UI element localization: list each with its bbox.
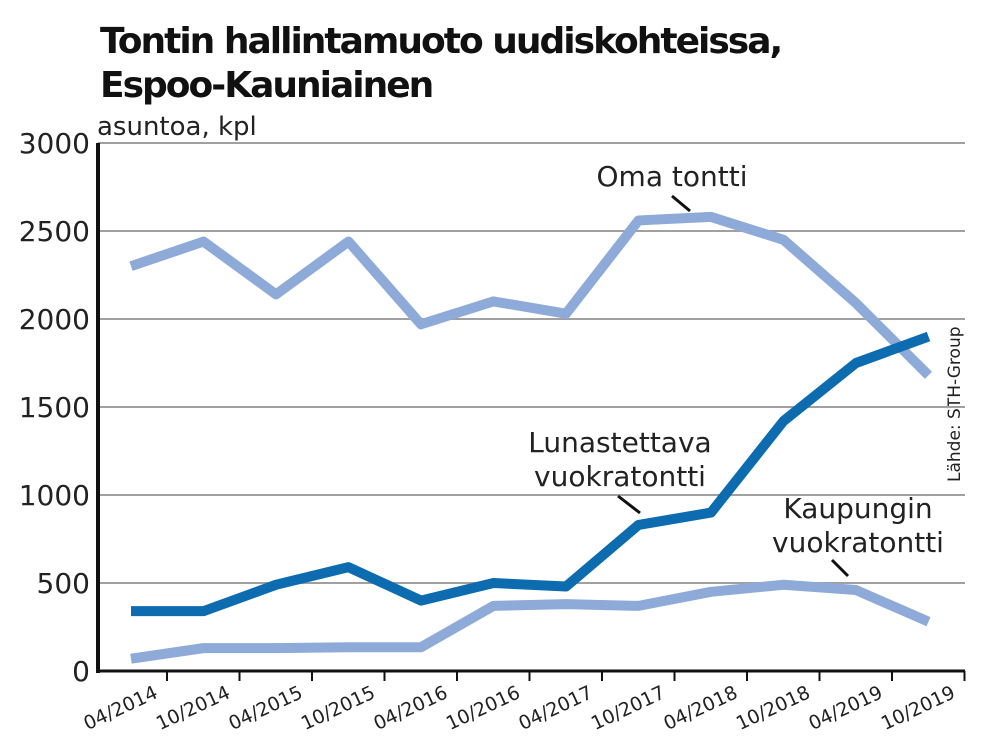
annotation-label: Oma tontti [597,160,748,193]
x-tick-label: 10/2016 [443,682,524,735]
annotation-label: vuokratontti [772,526,944,559]
annotation-label: vuokratontti [534,460,706,493]
chart-title: Tontin hallintamuoto uudiskohteissa, Esp… [100,20,783,108]
x-tick-label: 04/2018 [660,682,741,735]
x-tick-label: 04/2017 [515,682,596,735]
x-tick-labels: 04/201410/201404/201510/201504/201610/20… [80,682,958,735]
y-tick-label: 500 [37,567,90,600]
x-tick-label: 04/2016 [370,682,451,735]
x-tick-label: 04/2019 [805,682,886,735]
annotation-leader [671,194,691,213]
y-tick-label: 1500 [19,391,90,424]
y-tick-label: 3000 [19,127,90,160]
chart-title-line-1: Tontin hallintamuoto uudiskohteissa, [100,21,783,62]
x-tick-label: 04/2014 [80,682,161,735]
y-tick-labels: 0 500 1000 1500 2000 2500 3000 [19,127,90,688]
y-tick-label: 0 [72,655,90,688]
annotation-label: Lunastettava [528,426,711,459]
series-line-2 [130,579,931,664]
series-line-1 [131,331,931,617]
x-tick-label: 10/2018 [733,682,814,735]
annotation-label: Kaupungin [783,492,932,525]
y-axis-label: asuntoa, kpl [97,112,257,142]
annotations: Oma tonttiLunastettavavuokratonttiKaupun… [528,160,944,578]
annotation-leader [617,494,641,515]
chart-title-line-2: Espoo-Kauniainen [100,65,434,106]
y-tick-label: 1000 [19,479,90,512]
series-lines [129,211,933,664]
x-tick-label: 10/2017 [588,682,669,735]
x-tick-label: 04/2015 [225,682,306,735]
y-tick-label: 2500 [19,215,90,248]
annotation-leader [830,558,850,578]
axes [96,143,966,681]
x-tick-label: 10/2015 [298,682,379,735]
x-tick-label: 10/2019 [878,682,959,735]
series-line-0 [129,211,933,379]
y-tick-label: 2000 [19,303,90,336]
x-tick-label: 10/2014 [153,682,234,735]
